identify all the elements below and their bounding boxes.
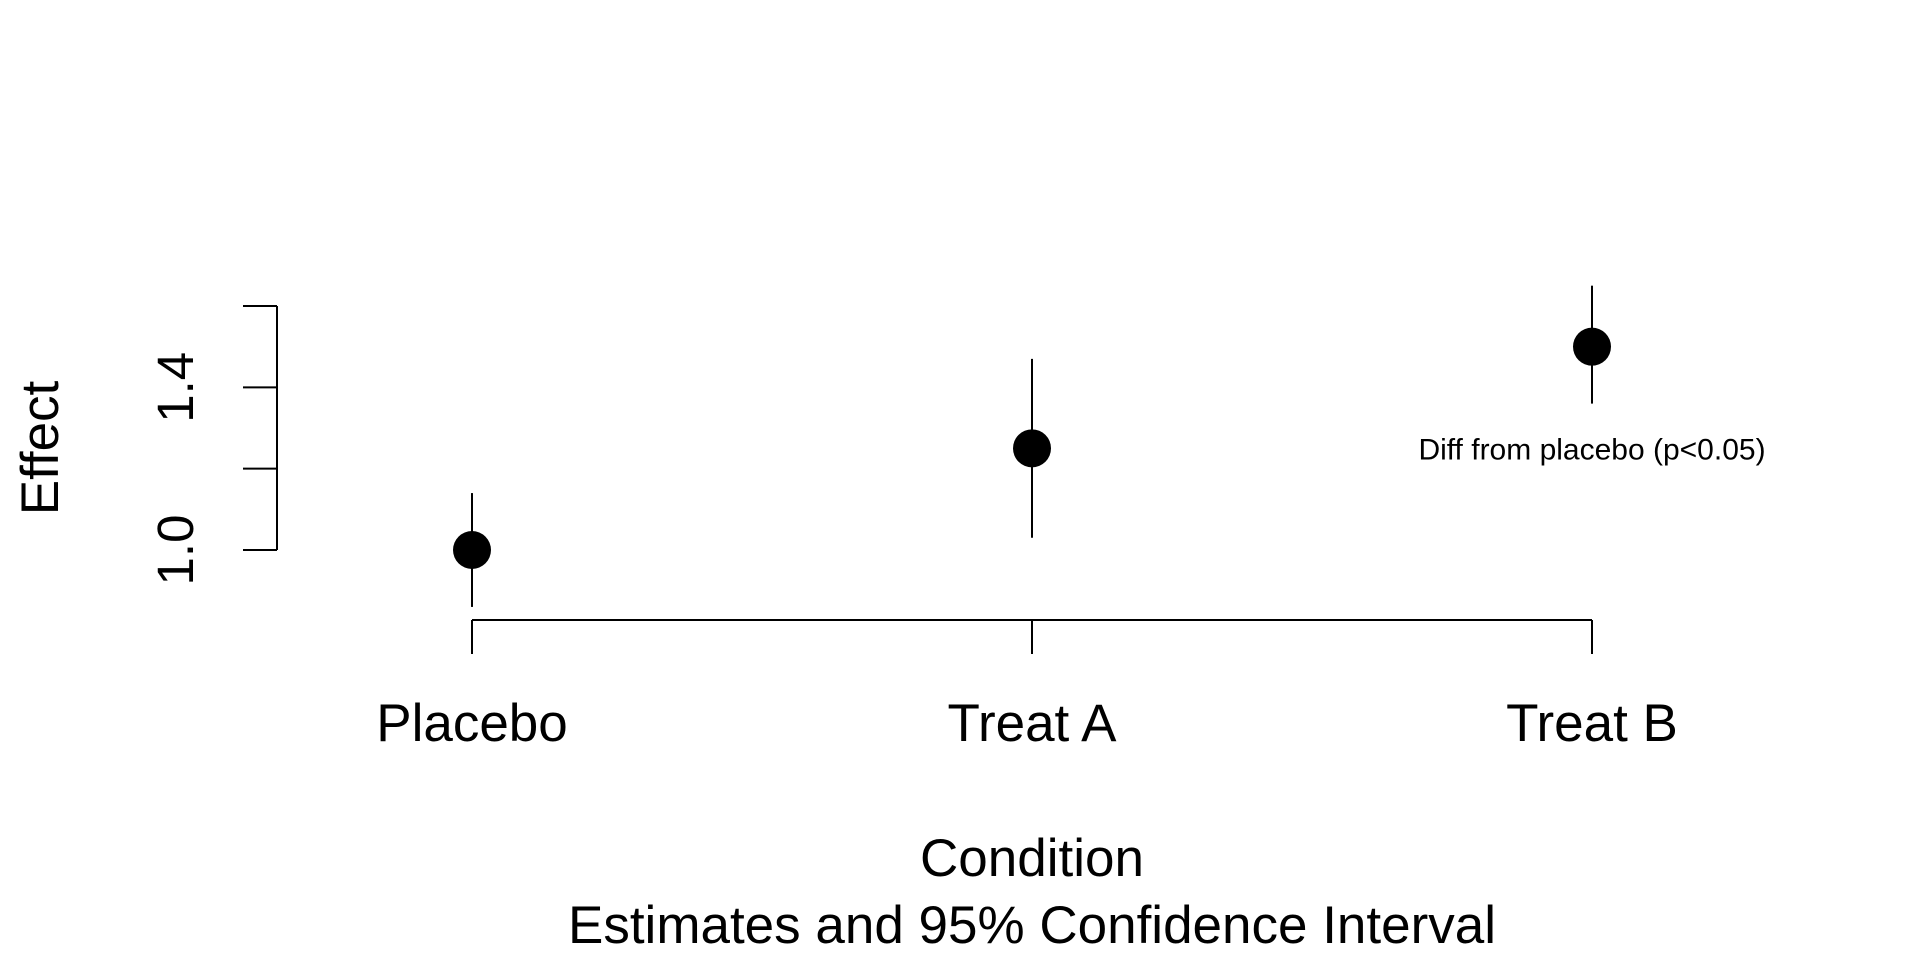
- chart-subtitle: Estimates and 95% Confidence Interval: [568, 896, 1496, 955]
- x-axis-title: Condition: [920, 829, 1144, 888]
- chart-marks: [453, 285, 1611, 607]
- y-tick-label: 1.4: [147, 352, 204, 423]
- y-axis-title: Effect: [11, 380, 70, 515]
- x-tick-label: Treat B: [1506, 694, 1678, 753]
- x-tick-label: Placebo: [376, 694, 568, 753]
- y-tick-label: 1.0: [147, 515, 204, 586]
- x-axis: Placebo Treat A Treat B: [376, 619, 1678, 753]
- x-tick-label: Treat A: [948, 694, 1118, 753]
- y-axis: 1.0 1.4: [147, 305, 278, 586]
- annotation-text: Diff from placebo (p<0.05): [1418, 433, 1765, 466]
- data-point: [1013, 429, 1051, 468]
- data-point: [453, 531, 491, 569]
- data-point: [1573, 327, 1611, 366]
